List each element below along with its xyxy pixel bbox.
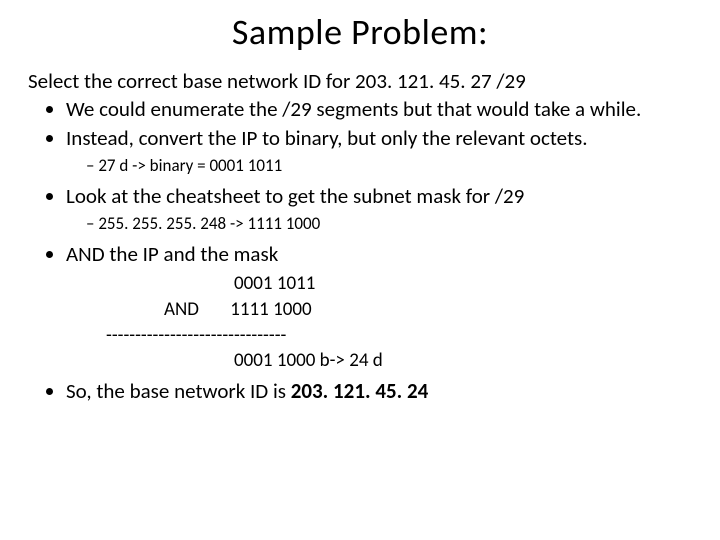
bullet-text-prefix: So, the base network ID is (66, 378, 291, 404)
calc-separator: ------------------------------- (106, 323, 692, 349)
sub-bullet-list: 255. 255. 255. 248 -> 1111 1000 (66, 213, 692, 235)
bullet-item: Instead, convert the IP to binary, but o… (66, 125, 692, 177)
calc-result: 0001 1000 b-> 24 d (106, 348, 692, 374)
bullet-item: AND the IP and the mask 0001 1011 AND 11… (66, 241, 692, 374)
bullet-text: Look at the cheatsheet to get the subnet… (66, 183, 524, 209)
answer-bold: 203. 121. 45. 24 (291, 378, 429, 404)
problem-prompt: Select the correct base network ID for 2… (28, 68, 692, 94)
calc-operand-2-row: AND 1111 1000 (106, 297, 692, 323)
calc-operand-1: 0001 1011 (106, 271, 692, 297)
bullet-item: So, the base network ID is 203. 121. 45.… (66, 378, 692, 404)
sub-bullet-item: 27 d -> binary = 0001 1011 (86, 155, 692, 177)
and-label: AND (164, 297, 226, 323)
calculation-block: 0001 1011 AND 1111 1000 ----------------… (106, 271, 692, 374)
slide-title: Sample Problem: (28, 10, 692, 54)
sub-bullet-item: 255. 255. 255. 248 -> 1111 1000 (86, 213, 692, 235)
bullet-list: We could enumerate the /29 segments but … (28, 96, 692, 404)
bullet-item: Look at the cheatsheet to get the subnet… (66, 183, 692, 235)
calc-operand-2: 1111 1000 (230, 298, 311, 321)
slide: Sample Problem: Select the correct base … (0, 0, 720, 540)
sub-bullet-list: 27 d -> binary = 0001 1011 (66, 155, 692, 177)
bullet-text: Instead, convert the IP to binary, but o… (66, 125, 588, 151)
bullet-text: AND the IP and the mask (66, 241, 278, 267)
bullet-item: We could enumerate the /29 segments but … (66, 96, 692, 122)
